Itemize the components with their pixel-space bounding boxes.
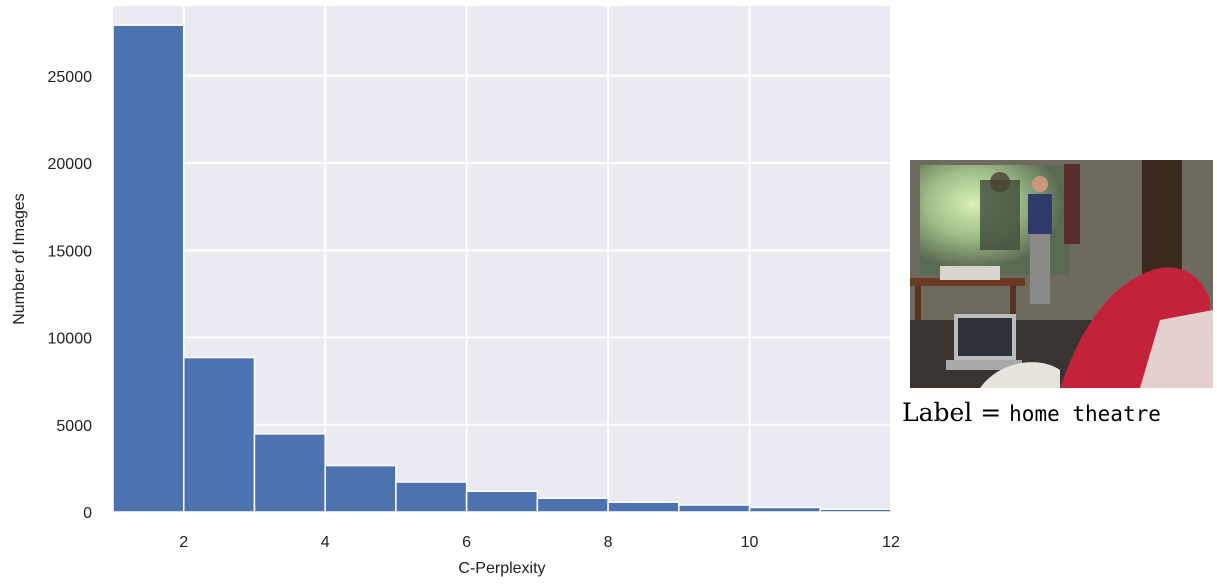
y-tick-label: 5000 — [56, 418, 92, 435]
x-tick-label: 10 — [741, 534, 759, 551]
example-caption: Label = home theatre — [902, 398, 1161, 427]
y-axis-label: Number of Images — [11, 193, 28, 325]
caption-label-value: home theatre — [1009, 402, 1161, 426]
histogram-bar — [607, 501, 680, 513]
histogram-bar — [182, 356, 256, 513]
histogram-bar — [536, 497, 609, 513]
histogram-bar — [678, 504, 751, 513]
histogram-bar — [395, 481, 468, 513]
y-tick-label: 10000 — [48, 331, 93, 348]
home-theatre-photo — [910, 160, 1213, 388]
y-tick-label: 25000 — [48, 69, 93, 86]
x-tick-label: 6 — [462, 534, 471, 551]
caption-prefix: Label = — [902, 398, 1010, 427]
x-tick-labels: 2 4 6 8 10 12 — [179, 534, 900, 551]
y-tick-label: 20000 — [48, 156, 93, 173]
histogram-bar — [819, 508, 892, 513]
bars — [112, 24, 892, 513]
histogram-bar — [748, 506, 822, 513]
y-tick-label: 0 — [83, 505, 92, 522]
x-tick-label: 2 — [179, 534, 188, 551]
x-tick-label: 12 — [882, 534, 900, 551]
histogram-bar — [112, 24, 185, 513]
x-tick-label: 8 — [604, 534, 613, 551]
y-tick-labels: 0 5000 10000 15000 20000 25000 — [48, 69, 93, 522]
histogram-bar — [465, 490, 539, 513]
histogram-chart: 2 4 6 8 10 12 0 5000 10000 15000 20000 25000 C-Per… — [11, 6, 900, 577]
example-photo — [910, 160, 1213, 388]
histogram-bar — [324, 464, 397, 513]
x-axis-label: C-Perplexity — [458, 560, 545, 577]
histogram-bar — [253, 433, 326, 513]
y-tick-label: 15000 — [48, 243, 93, 260]
x-tick-label: 4 — [321, 534, 330, 551]
